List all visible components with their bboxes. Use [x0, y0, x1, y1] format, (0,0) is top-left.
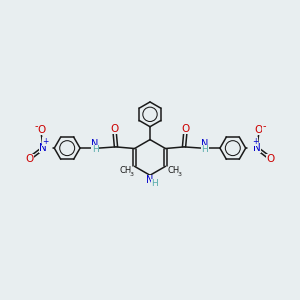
Text: N: N	[39, 143, 47, 153]
Text: H: H	[202, 146, 208, 154]
Text: H: H	[151, 179, 158, 188]
Text: N: N	[253, 143, 261, 153]
Text: O: O	[181, 124, 189, 134]
Text: 3: 3	[130, 172, 134, 177]
Text: N: N	[92, 139, 99, 149]
Text: -: -	[262, 122, 266, 132]
Text: O: O	[26, 154, 34, 164]
Text: +: +	[42, 137, 48, 146]
Text: CH: CH	[168, 166, 180, 175]
Text: N: N	[201, 139, 208, 149]
Text: CH: CH	[120, 166, 132, 175]
Text: -: -	[34, 122, 38, 132]
Text: N: N	[146, 175, 154, 185]
Text: +: +	[252, 137, 258, 146]
Text: H: H	[92, 146, 98, 154]
Text: 3: 3	[178, 172, 182, 177]
Text: O: O	[37, 125, 46, 135]
Text: O: O	[266, 154, 274, 164]
Text: O: O	[254, 125, 263, 135]
Text: O: O	[111, 124, 119, 134]
